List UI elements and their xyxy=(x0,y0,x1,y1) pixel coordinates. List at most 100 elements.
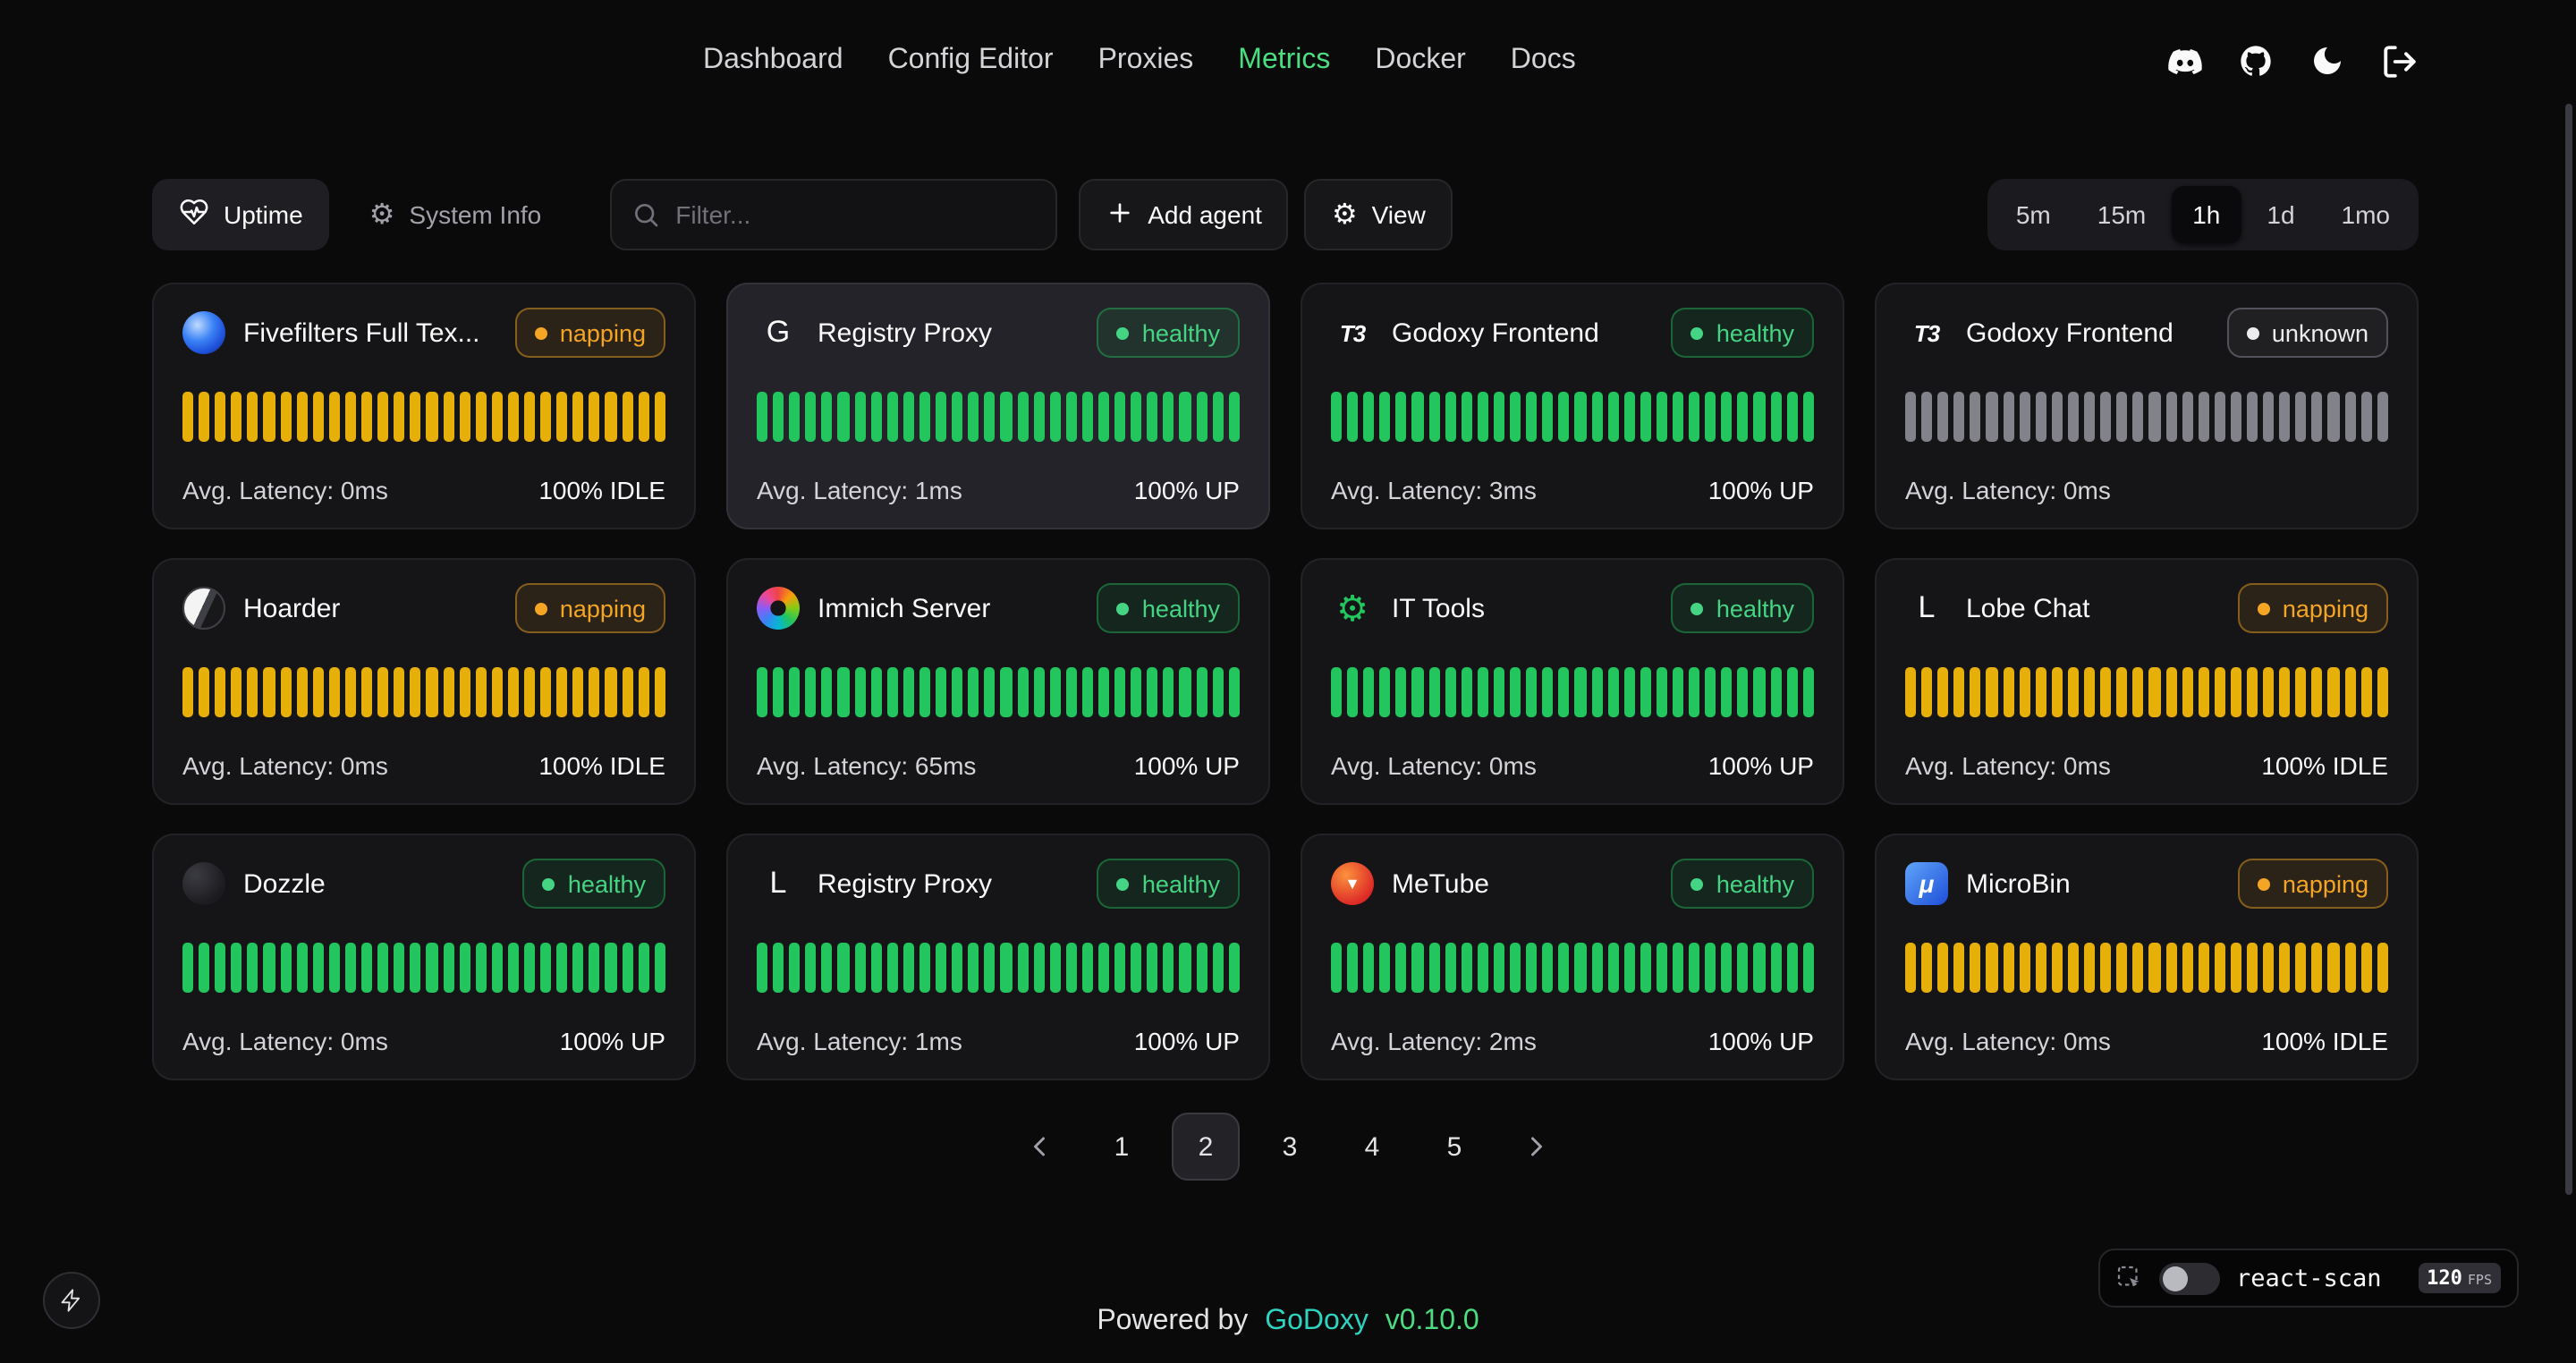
uptime-bar xyxy=(1786,667,1798,717)
service-card[interactable]: T3 Godoxy Frontend healthy Avg. Latency:… xyxy=(1301,283,1844,529)
uptime-bar xyxy=(936,392,947,442)
lightning-button[interactable] xyxy=(43,1272,100,1329)
uptime-bar xyxy=(377,392,389,442)
uptime-bar xyxy=(1970,667,1981,717)
uptime-bar xyxy=(263,943,275,993)
uptime-bar xyxy=(1591,392,1603,442)
uptime-bars[interactable] xyxy=(1331,667,1814,717)
service-card[interactable]: Fivefilters Full Tex... napping Avg. Lat… xyxy=(152,283,696,529)
time-range-5m[interactable]: 5m xyxy=(2015,200,2051,229)
service-card[interactable]: Dozzle healthy Avg. Latency: 0ms 100% UP xyxy=(152,834,696,1080)
uptime-bar xyxy=(1097,667,1110,717)
uptime-bars[interactable] xyxy=(182,943,665,993)
uptime-bar xyxy=(1228,667,1240,717)
status-label: healthy xyxy=(1141,870,1220,897)
uptime-bar xyxy=(1623,943,1635,993)
add-agent-button[interactable]: Add agent xyxy=(1078,179,1289,250)
dark-mode-icon[interactable] xyxy=(2308,41,2347,80)
pagination-next[interactable] xyxy=(1504,1114,1569,1179)
uptime-bar xyxy=(523,667,536,717)
service-card[interactable]: L Lobe Chat napping Avg. Latency: 0ms 10… xyxy=(1875,558,2419,805)
view-button[interactable]: ⚙ View xyxy=(1304,179,1453,250)
discord-icon[interactable] xyxy=(2165,41,2204,80)
uptime-text: 100% UP xyxy=(1707,751,1814,780)
nav-item-metrics[interactable]: Metrics xyxy=(1238,45,1331,75)
uptime-bar xyxy=(410,667,421,717)
system-info-tab[interactable]: ⚙ System Info xyxy=(348,179,564,250)
nav-item-proxies[interactable]: Proxies xyxy=(1097,45,1194,75)
uptime-bar xyxy=(1017,392,1029,442)
nav-links: Dashboard Config Editor Proxies Metrics … xyxy=(703,0,1576,122)
godoxy-brand-link[interactable]: GoDoxy xyxy=(1265,1306,1368,1336)
uptime-bar xyxy=(1640,667,1651,717)
service-name: Lobe Chat xyxy=(1966,593,2090,623)
latency-text: Avg. Latency: 0ms xyxy=(1905,1027,2111,1055)
nav-item-dashboard[interactable]: Dashboard xyxy=(703,45,843,75)
service-card[interactable]: Hoarder napping Avg. Latency: 0ms 100% I… xyxy=(152,558,696,805)
uptime-bar xyxy=(1000,943,1012,993)
nav-item-docs[interactable]: Docs xyxy=(1510,45,1576,75)
github-icon[interactable] xyxy=(2236,41,2275,80)
uptime-bar xyxy=(443,392,454,442)
time-range-15m[interactable]: 15m xyxy=(2097,200,2147,229)
uptime-bars[interactable] xyxy=(1331,392,1814,442)
service-card[interactable]: Immich Server healthy Avg. Latency: 65ms… xyxy=(726,558,1270,805)
uptime-bars[interactable] xyxy=(1905,392,2388,442)
uptime-bar xyxy=(1558,667,1570,717)
service-card[interactable]: ⚙ IT Tools healthy Avg. Latency: 0ms 100… xyxy=(1301,558,1844,805)
uptime-bar xyxy=(870,667,882,717)
uptime-bar xyxy=(2214,943,2225,993)
uptime-bar xyxy=(2003,392,2014,442)
uptime-bar xyxy=(1591,667,1603,717)
uptime-bars[interactable] xyxy=(757,943,1240,993)
uptime-bar xyxy=(2230,392,2241,442)
fps-unit: FPS xyxy=(2467,1272,2492,1288)
scrollbar[interactable] xyxy=(2564,104,2572,1195)
uptime-bars[interactable] xyxy=(182,392,665,442)
uptime-bar xyxy=(1196,667,1208,717)
uptime-bar xyxy=(2148,943,2160,993)
pagination-prev[interactable] xyxy=(1007,1114,1072,1179)
uptime-bar xyxy=(2230,667,2241,717)
uptime-bars[interactable] xyxy=(1905,943,2388,993)
service-card[interactable]: L Registry Proxy healthy Avg. Latency: 1… xyxy=(726,834,1270,1080)
filter-input[interactable] xyxy=(609,179,1057,250)
logout-icon[interactable] xyxy=(2379,41,2419,80)
uptime-bar xyxy=(1802,392,1814,442)
uptime-bar xyxy=(556,667,568,717)
uptime-bar xyxy=(1786,943,1798,993)
uptime-bars[interactable] xyxy=(182,667,665,717)
service-card[interactable]: G Registry Proxy healthy Avg. Latency: 1… xyxy=(726,283,1270,529)
pagination-page-2[interactable]: 2 xyxy=(1172,1113,1240,1181)
uptime-bar xyxy=(1753,392,1766,442)
uptime-bar xyxy=(1114,392,1126,442)
scan-inspect-icon[interactable] xyxy=(2116,1265,2143,1291)
uptime-bar xyxy=(1705,667,1716,717)
service-card[interactable]: ▼ MeTube healthy Avg. Latency: 2ms 100% … xyxy=(1301,834,1844,1080)
uptime-bars[interactable] xyxy=(757,392,1240,442)
uptime-bar xyxy=(1640,943,1651,993)
uptime-bars[interactable] xyxy=(757,667,1240,717)
nav-item-docker[interactable]: Docker xyxy=(1375,45,1466,75)
uptime-bar xyxy=(1363,943,1375,993)
service-card[interactable]: T3 Godoxy Frontend unknown Avg. Latency:… xyxy=(1875,283,2419,529)
uptime-bar xyxy=(2230,943,2241,993)
uptime-bars[interactable] xyxy=(1905,667,2388,717)
pagination-page-3[interactable]: 3 xyxy=(1282,1131,1298,1162)
time-range-1d[interactable]: 1d xyxy=(2267,200,2295,229)
uptime-bar xyxy=(1737,392,1749,442)
pagination-page-5[interactable]: 5 xyxy=(1446,1131,1462,1162)
time-range-1mo[interactable]: 1mo xyxy=(2341,200,2390,229)
pagination-page-1[interactable]: 1 xyxy=(1114,1131,1130,1162)
uptime-bar xyxy=(2246,943,2258,993)
time-range-1h[interactable]: 1h xyxy=(2171,186,2242,243)
nav-icon-group xyxy=(2165,0,2419,122)
pagination-page-4[interactable]: 4 xyxy=(1364,1131,1380,1162)
uptime-bar xyxy=(1802,667,1814,717)
uptime-tab[interactable]: Uptime xyxy=(152,179,330,250)
uptime-bars[interactable] xyxy=(1331,943,1814,993)
service-card[interactable]: μ MicroBin napping Avg. Latency: 0ms 100… xyxy=(1875,834,2419,1080)
uptime-bar xyxy=(572,943,584,993)
react-scan-toggle[interactable] xyxy=(2159,1262,2220,1294)
nav-item-config-editor[interactable]: Config Editor xyxy=(887,45,1054,75)
